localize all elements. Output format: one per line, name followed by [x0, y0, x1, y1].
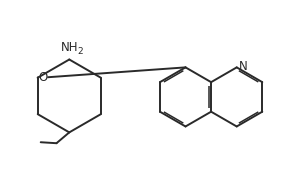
Text: 2: 2 [78, 47, 83, 56]
Text: O: O [39, 71, 48, 84]
Text: NH: NH [61, 41, 78, 54]
Text: N: N [239, 60, 248, 73]
